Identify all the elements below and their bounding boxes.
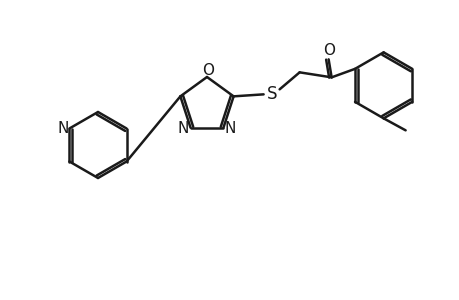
Text: N: N [58,121,69,136]
Text: N: N [178,121,189,136]
Text: O: O [322,43,334,58]
Text: N: N [224,121,235,136]
Text: S: S [266,85,276,103]
Text: O: O [202,62,213,77]
